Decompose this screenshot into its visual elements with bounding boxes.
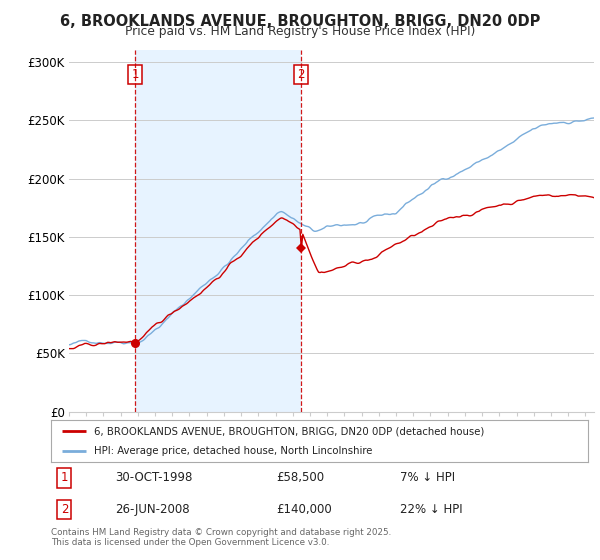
Text: Contains HM Land Registry data © Crown copyright and database right 2025.
This d: Contains HM Land Registry data © Crown c… [51, 528, 391, 547]
Text: 1: 1 [131, 68, 139, 81]
Text: HPI: Average price, detached house, North Lincolnshire: HPI: Average price, detached house, Nort… [94, 446, 373, 456]
Text: 2: 2 [297, 68, 305, 81]
Text: 6, BROOKLANDS AVENUE, BROUGHTON, BRIGG, DN20 0DP (detached house): 6, BROOKLANDS AVENUE, BROUGHTON, BRIGG, … [94, 426, 484, 436]
Text: Price paid vs. HM Land Registry's House Price Index (HPI): Price paid vs. HM Land Registry's House … [125, 25, 475, 38]
Text: £140,000: £140,000 [277, 503, 332, 516]
Text: 1: 1 [61, 471, 68, 484]
Bar [135, 50, 301, 412]
Text: 6, BROOKLANDS AVENUE, BROUGHTON, BRIGG, DN20 0DP: 6, BROOKLANDS AVENUE, BROUGHTON, BRIGG, … [60, 14, 540, 29]
Text: 2: 2 [61, 503, 68, 516]
Text: 30-OCT-1998: 30-OCT-1998 [115, 471, 193, 484]
Text: 22% ↓ HPI: 22% ↓ HPI [400, 503, 463, 516]
Text: £58,500: £58,500 [277, 471, 325, 484]
Text: 7% ↓ HPI: 7% ↓ HPI [400, 471, 455, 484]
Text: 26-JUN-2008: 26-JUN-2008 [115, 503, 190, 516]
